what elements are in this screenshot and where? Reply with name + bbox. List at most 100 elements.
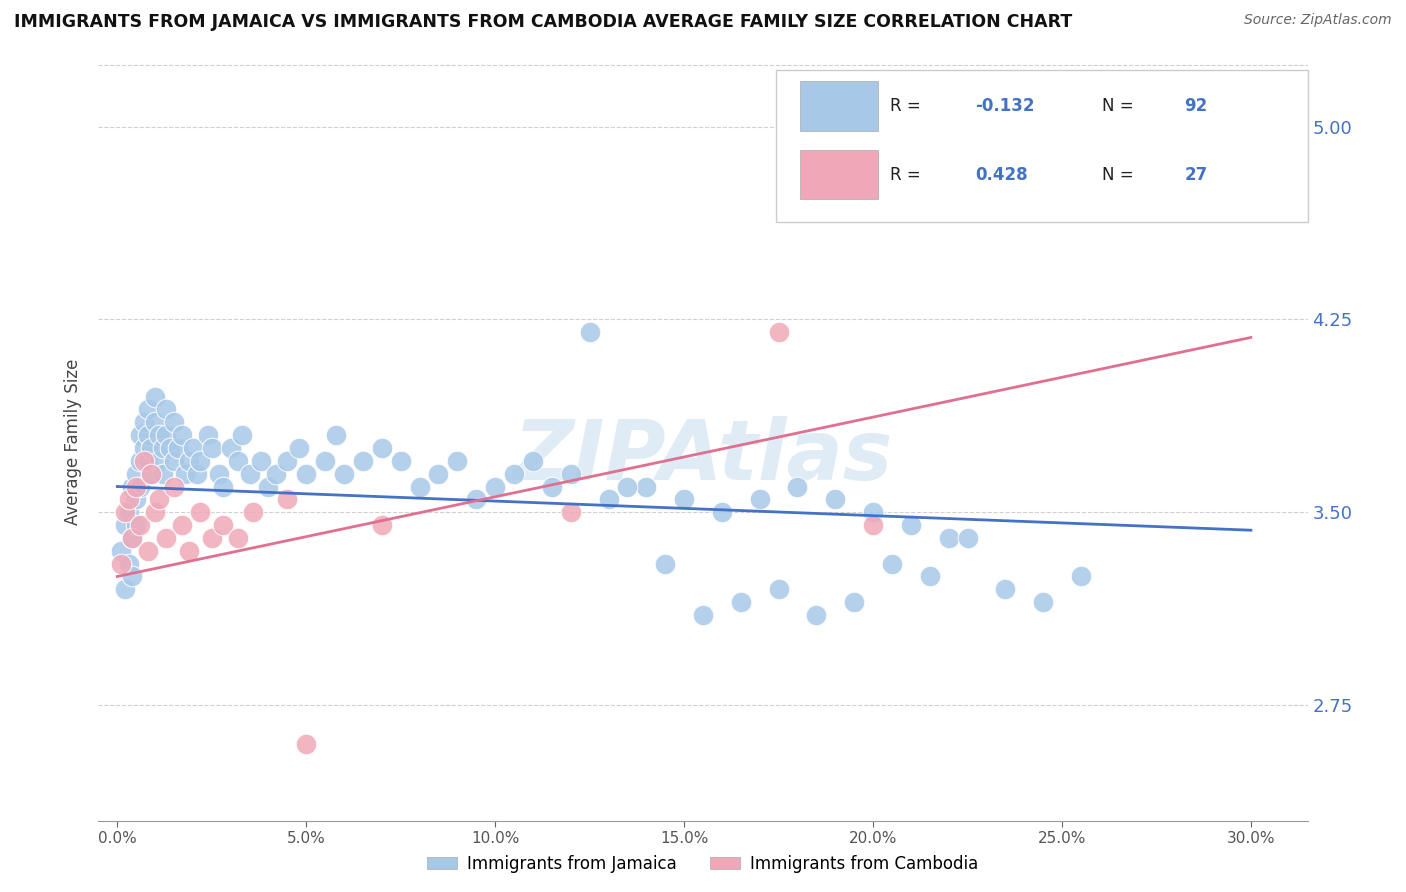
Point	[136, 428, 159, 442]
Point	[295, 467, 318, 481]
Point	[129, 518, 152, 533]
Point	[560, 505, 582, 519]
Point	[918, 569, 941, 583]
Point	[503, 467, 526, 481]
Point	[333, 467, 356, 481]
Point	[141, 467, 163, 481]
Point	[136, 402, 159, 417]
Point	[155, 402, 177, 417]
Point	[129, 428, 152, 442]
Point	[132, 441, 155, 455]
Point	[132, 415, 155, 429]
Point	[219, 441, 242, 455]
Point	[163, 415, 186, 429]
Point	[636, 479, 658, 493]
Point	[900, 184, 922, 198]
Point	[129, 454, 152, 468]
Point	[114, 582, 136, 597]
Point	[110, 543, 132, 558]
Point	[143, 390, 166, 404]
Point	[862, 505, 884, 519]
Text: -0.132: -0.132	[976, 97, 1035, 115]
Point	[118, 557, 141, 571]
Point	[276, 492, 298, 507]
Point	[408, 479, 430, 493]
Point	[560, 467, 582, 481]
Point	[125, 467, 148, 481]
Point	[201, 441, 224, 455]
Point	[226, 454, 249, 468]
Point	[110, 557, 132, 571]
FancyBboxPatch shape	[776, 70, 1308, 221]
Legend: Immigrants from Jamaica, Immigrants from Cambodia: Immigrants from Jamaica, Immigrants from…	[420, 848, 986, 880]
Text: 92: 92	[1184, 97, 1208, 115]
Point	[179, 454, 201, 468]
Point	[114, 518, 136, 533]
Point	[239, 467, 262, 481]
Point	[862, 518, 884, 533]
Point	[616, 479, 638, 493]
Point	[276, 454, 298, 468]
Point	[325, 428, 347, 442]
Point	[125, 492, 148, 507]
Point	[1032, 595, 1054, 609]
Point	[143, 415, 166, 429]
Point	[673, 492, 696, 507]
Point	[242, 505, 264, 519]
Point	[141, 441, 163, 455]
Point	[152, 467, 174, 481]
Point	[768, 326, 790, 340]
Point	[264, 467, 287, 481]
Point	[748, 492, 770, 507]
Point	[179, 543, 201, 558]
Point	[1070, 569, 1092, 583]
Point	[166, 441, 188, 455]
Point	[163, 479, 186, 493]
Point	[710, 505, 733, 519]
Point	[121, 531, 143, 545]
Point	[938, 531, 960, 545]
Text: Source: ZipAtlas.com: Source: ZipAtlas.com	[1244, 13, 1392, 28]
Point	[148, 454, 170, 468]
Point	[540, 479, 562, 493]
Point	[174, 467, 197, 481]
Point	[730, 595, 752, 609]
Point	[132, 454, 155, 468]
Point	[880, 557, 903, 571]
Point	[155, 531, 177, 545]
Text: 27: 27	[1184, 166, 1208, 184]
Point	[522, 454, 544, 468]
Text: 0.428: 0.428	[976, 166, 1028, 184]
Point	[190, 454, 212, 468]
Point	[446, 454, 468, 468]
Point	[212, 479, 235, 493]
Text: R =: R =	[890, 166, 927, 184]
Point	[121, 531, 143, 545]
Point	[806, 607, 828, 622]
Point	[170, 428, 193, 442]
Point	[190, 505, 212, 519]
Point	[371, 518, 394, 533]
Point	[148, 428, 170, 442]
Text: R =: R =	[890, 97, 927, 115]
Point	[121, 569, 143, 583]
Point	[295, 737, 318, 751]
Text: N =: N =	[1102, 97, 1139, 115]
Point	[250, 454, 273, 468]
Text: IMMIGRANTS FROM JAMAICA VS IMMIGRANTS FROM CAMBODIA AVERAGE FAMILY SIZE CORRELAT: IMMIGRANTS FROM JAMAICA VS IMMIGRANTS FR…	[14, 13, 1073, 31]
Point	[654, 557, 676, 571]
Text: ZIPAtlas: ZIPAtlas	[513, 417, 893, 497]
Point	[389, 454, 412, 468]
Point	[314, 454, 336, 468]
Point	[768, 582, 790, 597]
Point	[114, 505, 136, 519]
Point	[155, 428, 177, 442]
Point	[844, 595, 866, 609]
Point	[427, 467, 450, 481]
Point	[136, 543, 159, 558]
Point	[159, 441, 181, 455]
Point	[578, 326, 600, 340]
FancyBboxPatch shape	[800, 81, 879, 130]
Point	[118, 505, 141, 519]
Point	[163, 454, 186, 468]
